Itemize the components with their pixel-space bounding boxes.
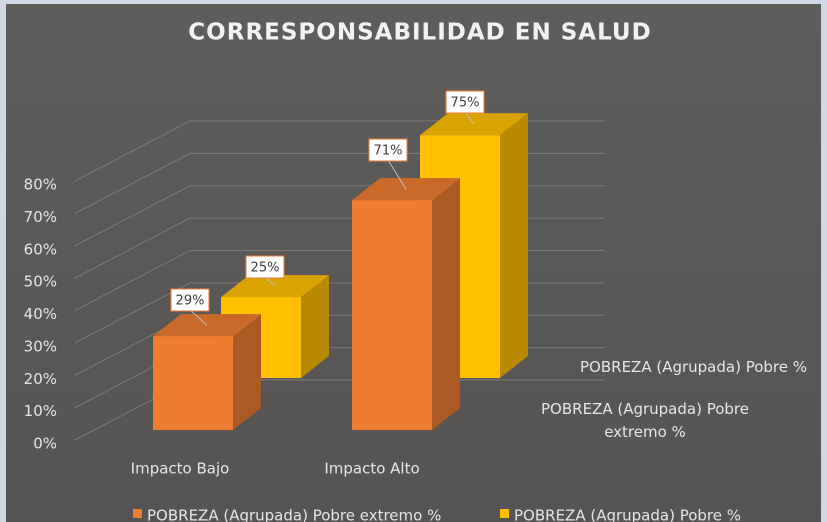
leader-line [464,111,475,125]
y-tick-label: 40% [24,305,57,323]
data-label: 75% [451,96,480,111]
leader-line [264,276,276,287]
y-tick-label: 60% [24,240,57,258]
data-label-box [170,288,210,312]
bar-side [233,314,261,430]
legend-label: POBREZA (Agrupada) Pobre % [514,507,741,522]
x-tick-label: Impacto Alto [324,460,419,478]
bar [352,200,432,430]
data-label-box [368,138,408,162]
y-tick-label: 30% [24,337,57,355]
legend-label: POBREZA (Agrupada) Pobre extremo % [147,507,441,522]
y-tick-label: 10% [24,402,57,420]
y-tick-label: 80% [24,176,57,194]
y-tick-label: 20% [24,370,57,388]
data-label: 25% [251,261,280,276]
y-tick-label: 50% [24,273,57,291]
data-label-box [445,90,485,114]
y-tick-label: 0% [33,435,57,453]
legend-swatch [133,509,142,518]
leader-line [189,309,208,326]
data-label: 29% [176,294,205,309]
data-label-box [245,255,285,279]
y-tick-label: 70% [24,208,57,226]
bar-side [432,178,460,430]
chart-title: CORRESPONSABILIDAD EN SALUD [188,20,651,46]
bar [153,336,233,430]
depth-label: POBREZA (Agrupada) Pobre extremo % [541,400,749,441]
x-tick-label: Impacto Bajo [131,460,230,478]
leader-line [387,159,407,190]
depth-label: POBREZA (Agrupada) Pobre % [580,358,807,376]
legend-swatch [500,509,509,518]
data-label: 71% [374,144,403,159]
bar-side [301,275,329,378]
bar-side [500,113,528,378]
